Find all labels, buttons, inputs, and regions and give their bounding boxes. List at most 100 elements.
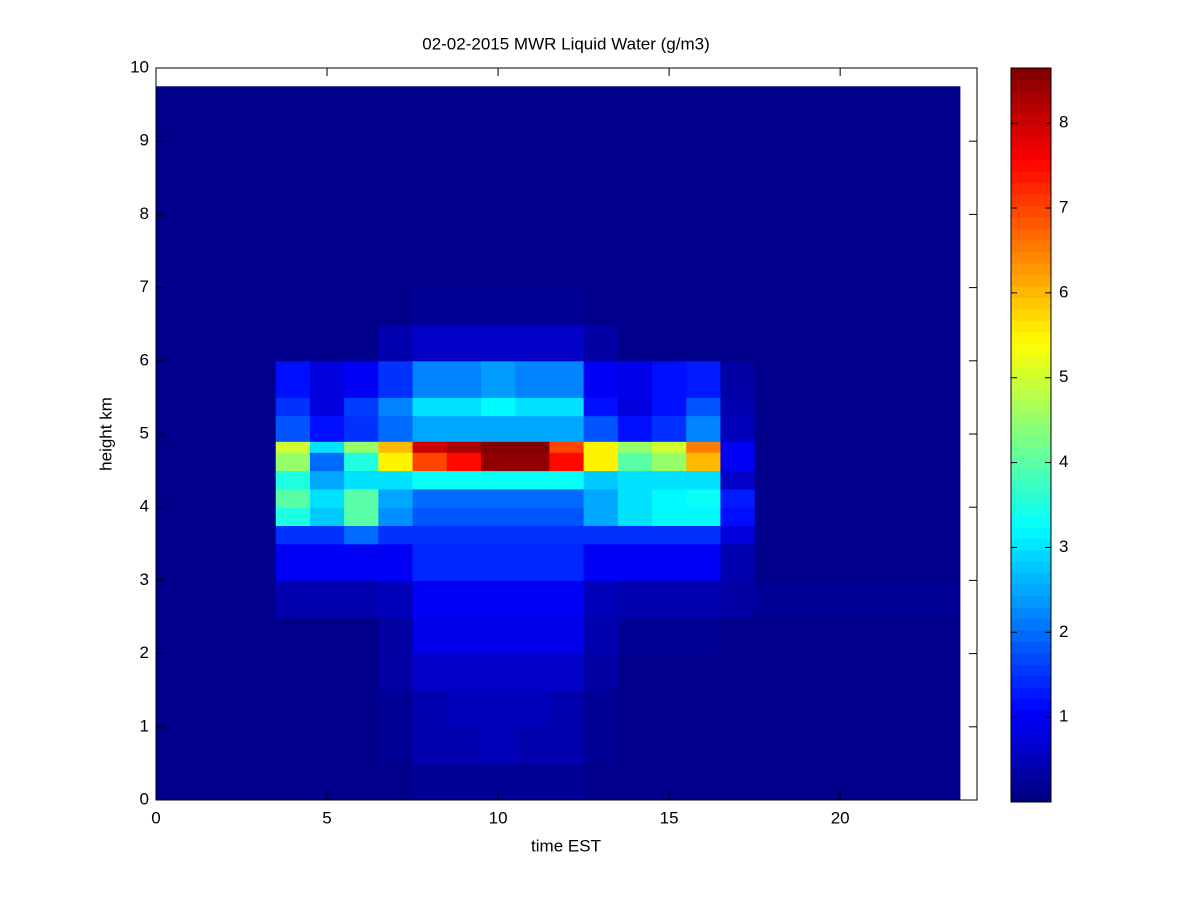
heatmap-cell	[446, 470, 482, 490]
heatmap-cell	[891, 507, 927, 526]
heatmap-cell	[617, 653, 653, 691]
heatmap-cell	[925, 360, 961, 398]
heatmap-cell	[823, 214, 858, 289]
heatmap-cell	[275, 415, 311, 442]
heatmap-cell	[686, 543, 721, 581]
heatmap-cell	[720, 324, 756, 362]
heatmap-cell	[823, 507, 858, 526]
heatmap-cell	[480, 287, 516, 325]
heatmap-cell	[515, 141, 550, 215]
heatmap-cell	[241, 690, 277, 728]
heatmap-cell	[549, 543, 585, 581]
heatmap-cell	[549, 470, 585, 490]
heatmap-cell	[583, 617, 619, 655]
colorbar-step	[1011, 68, 1051, 80]
heatmap-cell	[207, 470, 243, 490]
heatmap-cell	[515, 507, 550, 526]
heatmap-cell	[156, 726, 174, 764]
heatmap-cell	[823, 470, 858, 490]
heatmap-cell	[515, 324, 550, 362]
colorbar-step	[1011, 480, 1051, 493]
heatmap-cell	[207, 397, 243, 417]
colorbar-step	[1011, 457, 1051, 470]
heatmap-cell	[344, 287, 379, 325]
colorbar-step	[1011, 733, 1051, 746]
heatmap-cell	[720, 452, 756, 472]
colorbar-step	[1011, 756, 1051, 769]
heatmap-cell	[891, 214, 927, 289]
heatmap-cell	[207, 360, 243, 398]
heatmap-cell	[857, 287, 892, 325]
heatmap-cell	[344, 617, 379, 655]
colorbar-step	[1011, 423, 1051, 436]
heatmap-cell	[515, 525, 550, 545]
colorbar-step	[1011, 159, 1051, 172]
heatmap-cell	[617, 287, 653, 325]
heatmap-cell	[309, 287, 345, 325]
colorbar-step	[1011, 446, 1051, 459]
heatmap-cell	[446, 763, 482, 801]
heatmap-cell	[652, 507, 687, 526]
heatmap-cell	[173, 86, 208, 142]
heatmap-cell	[549, 415, 585, 442]
heatmap-cell	[754, 690, 790, 728]
heatmap-cell	[378, 726, 414, 764]
heatmap-cell	[823, 415, 858, 442]
heatmap-cell	[891, 525, 927, 545]
heatmap-cell	[925, 452, 961, 472]
heatmap-cell	[823, 141, 858, 215]
heatmap-cell	[309, 617, 345, 655]
heatmap-cell	[309, 214, 345, 289]
heatmap-cell	[720, 287, 756, 325]
heatmap-cell	[241, 617, 277, 655]
heatmap-cell	[241, 360, 277, 398]
heatmap-cell	[686, 690, 721, 728]
heatmap-cell	[173, 360, 208, 398]
heatmap-cell	[857, 543, 892, 581]
colorbar-step	[1011, 561, 1051, 574]
heatmap-cell	[754, 141, 790, 215]
heatmap-cell	[275, 580, 311, 618]
heatmap-cell	[549, 360, 585, 398]
heatmap-cell	[891, 141, 927, 215]
heatmap-cell	[583, 763, 619, 801]
colorbar-step	[1011, 629, 1051, 642]
heatmap-cell	[515, 415, 550, 442]
colorbar-step	[1011, 652, 1051, 665]
heatmap-cell	[173, 763, 208, 801]
heatmap-cell	[241, 726, 277, 764]
colorbar-step	[1011, 171, 1051, 184]
heatmap-cell	[617, 324, 653, 362]
heatmap-cell	[857, 653, 892, 691]
heatmap-cell	[823, 287, 858, 325]
heatmap-cell	[891, 360, 927, 398]
heatmap-cell	[891, 726, 927, 764]
heatmap-cell	[241, 86, 277, 142]
colorbar-step	[1011, 377, 1051, 390]
heatmap-cell	[515, 470, 550, 490]
heatmap-cell	[754, 653, 790, 691]
colorbar-step	[1011, 251, 1051, 264]
colorbar-step	[1011, 389, 1051, 402]
heatmap-cell	[549, 617, 585, 655]
heatmap-cell	[241, 470, 277, 490]
heatmap-cell	[241, 580, 277, 618]
heatmap-cell	[173, 525, 208, 545]
colorbar-step	[1011, 205, 1051, 218]
y-tick-label: 9	[140, 131, 149, 150]
heatmap-cell	[788, 324, 824, 362]
heatmap-cell	[720, 543, 756, 581]
heatmap-cell	[241, 452, 277, 472]
heatmap-cell	[241, 324, 277, 362]
heatmap-cell	[173, 488, 208, 508]
heatmap-cell	[788, 726, 824, 764]
heatmap-cell	[617, 690, 653, 728]
heatmap-cell	[378, 543, 414, 581]
heatmap-cell	[583, 397, 619, 417]
heatmap-cell	[652, 214, 687, 289]
colorbar-step	[1011, 285, 1051, 298]
heatmap-cell	[241, 397, 277, 417]
heatmap-cell	[344, 441, 379, 453]
heatmap-cell	[207, 690, 243, 728]
heatmap-cell	[823, 690, 858, 728]
